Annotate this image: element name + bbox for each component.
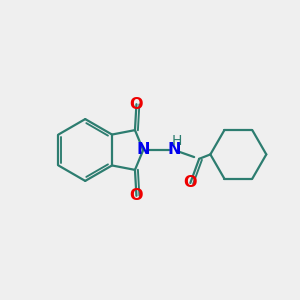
Text: N: N: [136, 142, 150, 158]
Text: H: H: [171, 134, 182, 148]
Text: O: O: [184, 176, 197, 190]
Text: O: O: [130, 97, 143, 112]
Text: N: N: [167, 142, 181, 158]
Text: O: O: [130, 188, 143, 203]
